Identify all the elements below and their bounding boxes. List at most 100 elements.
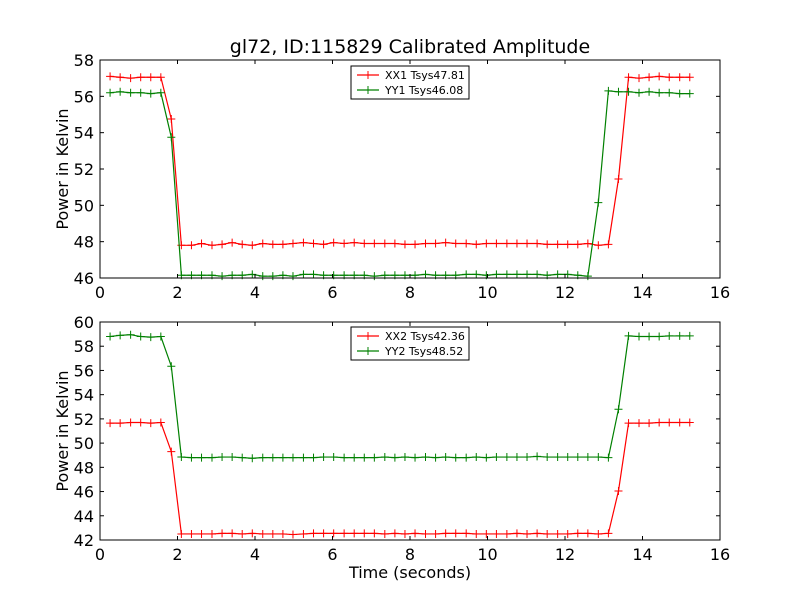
data-point bbox=[624, 87, 633, 96]
data-point bbox=[167, 133, 176, 142]
data-point bbox=[533, 529, 542, 538]
data-point bbox=[523, 239, 532, 248]
data-point bbox=[126, 88, 135, 97]
data-point bbox=[583, 272, 592, 281]
data-point bbox=[635, 419, 644, 428]
data-point bbox=[512, 270, 521, 279]
data-point bbox=[207, 529, 216, 538]
data-point bbox=[197, 453, 206, 462]
data-point bbox=[451, 529, 460, 538]
data-point bbox=[340, 239, 349, 248]
legend: XX2 Tsys42.36 YY2 Tsys48.52 bbox=[350, 326, 470, 361]
data-point bbox=[299, 529, 308, 538]
series-line-2 bbox=[110, 334, 690, 459]
data-point bbox=[258, 239, 267, 248]
data-point bbox=[218, 272, 227, 281]
y-tick-label: 52 bbox=[74, 160, 94, 179]
data-point bbox=[563, 453, 572, 462]
data-point bbox=[573, 240, 582, 249]
data-point bbox=[543, 453, 552, 462]
data-point bbox=[462, 453, 471, 462]
data-point bbox=[187, 529, 196, 538]
data-point bbox=[370, 529, 379, 538]
data-point bbox=[533, 452, 542, 461]
data-point bbox=[136, 418, 145, 427]
data-point bbox=[441, 453, 450, 462]
legend-label: XX1 Tsys47.81 bbox=[385, 69, 465, 82]
data-point bbox=[614, 174, 623, 183]
legend-box bbox=[350, 65, 470, 100]
data-point bbox=[207, 241, 216, 250]
data-point bbox=[635, 332, 644, 341]
data-point bbox=[156, 88, 165, 97]
data-point bbox=[594, 241, 603, 250]
y-tick-label: 46 bbox=[74, 269, 94, 288]
data-point bbox=[421, 529, 430, 538]
data-point bbox=[482, 239, 491, 248]
data-point bbox=[675, 89, 684, 98]
data-point bbox=[106, 72, 115, 81]
y-tick-label: 50 bbox=[74, 196, 94, 215]
data-point bbox=[350, 453, 359, 462]
legend-label: YY2 Tsys48.52 bbox=[384, 345, 463, 358]
data-point bbox=[411, 240, 420, 249]
data-point bbox=[299, 270, 308, 279]
data-point bbox=[502, 239, 511, 248]
data-point bbox=[421, 239, 430, 248]
x-tick-label: 8 bbox=[405, 545, 415, 564]
data-point bbox=[319, 453, 328, 462]
x-tick-label: 8 bbox=[405, 283, 415, 302]
data-point bbox=[187, 453, 196, 462]
data-point bbox=[238, 453, 247, 462]
data-point bbox=[665, 88, 674, 97]
data-point bbox=[288, 453, 297, 462]
data-point bbox=[116, 331, 125, 340]
y-tick-label: 54 bbox=[74, 124, 94, 143]
data-point bbox=[645, 332, 654, 341]
data-point bbox=[462, 529, 471, 538]
data-point bbox=[309, 270, 318, 279]
x-tick-label: 12 bbox=[555, 545, 575, 564]
legend-box bbox=[350, 326, 470, 361]
data-point bbox=[665, 418, 674, 427]
series-line-1 bbox=[110, 75, 690, 246]
data-point bbox=[156, 332, 165, 341]
data-point bbox=[645, 419, 654, 428]
data-point bbox=[136, 88, 145, 97]
data-point bbox=[553, 270, 562, 279]
data-point bbox=[309, 529, 318, 538]
data-point bbox=[319, 529, 328, 538]
data-point bbox=[553, 240, 562, 249]
data-point bbox=[218, 529, 227, 538]
y-tick-label: 52 bbox=[74, 410, 94, 429]
data-point bbox=[492, 453, 501, 462]
data-point bbox=[462, 239, 471, 248]
data-point bbox=[106, 419, 115, 428]
data-point bbox=[563, 529, 572, 538]
data-point bbox=[228, 529, 237, 538]
data-point bbox=[492, 239, 501, 248]
data-point bbox=[248, 241, 257, 250]
data-point bbox=[329, 238, 338, 247]
data-point bbox=[136, 73, 145, 82]
legend-label: XX2 Tsys42.36 bbox=[385, 330, 465, 343]
data-point bbox=[309, 239, 318, 248]
data-point bbox=[462, 270, 471, 279]
data-point bbox=[502, 529, 511, 538]
data-point bbox=[523, 529, 532, 538]
data-point bbox=[675, 73, 684, 82]
data-point bbox=[370, 453, 379, 462]
data-point bbox=[218, 453, 227, 462]
x-tick-label: 14 bbox=[632, 545, 652, 564]
x-axis-label: Time (seconds) bbox=[348, 563, 471, 582]
legend-label: YY1 Tsys46.08 bbox=[384, 84, 463, 97]
data-point bbox=[685, 331, 694, 340]
data-point bbox=[248, 454, 257, 463]
series-line-2 bbox=[110, 90, 690, 277]
y-tick-label: 46 bbox=[74, 483, 94, 502]
data-point bbox=[370, 239, 379, 248]
data-point bbox=[136, 332, 145, 341]
data-point bbox=[604, 529, 613, 538]
data-point bbox=[156, 418, 165, 427]
